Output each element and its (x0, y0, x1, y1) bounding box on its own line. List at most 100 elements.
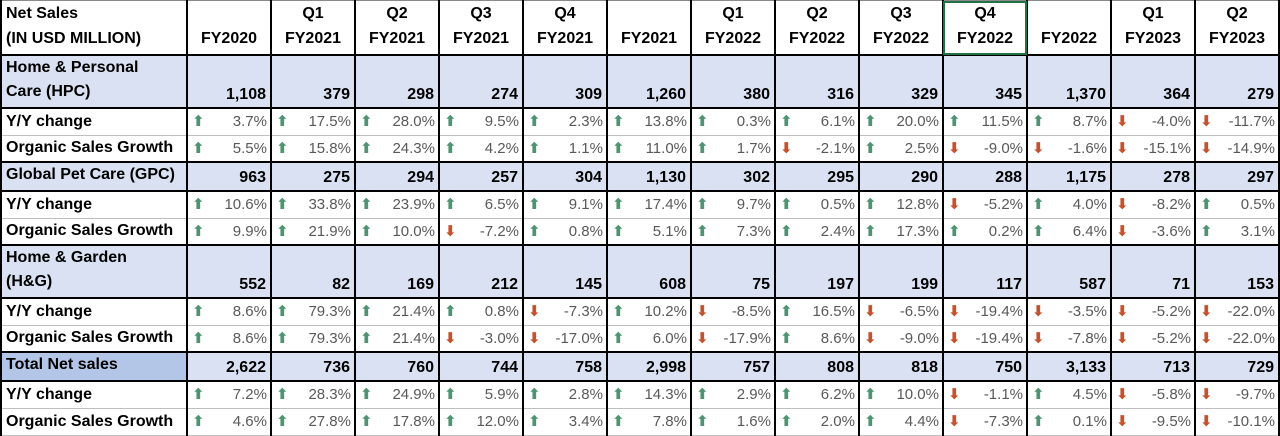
organic-pct-cell[interactable]: ⬆ 0.1% (1026, 408, 1112, 436)
net-sales-value-cell[interactable]: 71 (1110, 244, 1196, 299)
yoy-pct-cell[interactable]: ⬆ 12.8% (858, 191, 944, 219)
net-sales-value-cell[interactable]: 212 (438, 244, 524, 299)
yoy-row-label[interactable]: Y/Y change (0, 108, 188, 136)
net-sales-value-cell[interactable]: 298 (354, 54, 440, 109)
net-sales-value-cell[interactable]: 290 (858, 161, 944, 192)
organic-pct-cell[interactable]: ⬆ 7.8% (606, 408, 692, 436)
net-sales-value-cell[interactable]: 199 (858, 244, 944, 299)
column-header-q1-fy2022[interactable]: Q1 FY2022 (690, 0, 776, 56)
yoy-pct-cell[interactable]: ⬆ 17.4% (606, 191, 692, 219)
net-sales-value-cell[interactable]: 294 (354, 161, 440, 192)
organic-pct-cell[interactable]: ⬆ 17.3% (858, 218, 944, 246)
net-sales-value-cell[interactable]: 309 (522, 54, 608, 109)
yoy-pct-cell[interactable]: ⬇ -9.7% (1194, 381, 1280, 409)
organic-pct-cell[interactable]: ⬆ 5.5% (186, 135, 272, 163)
yoy-pct-cell[interactable]: ⬆ 33.8% (270, 191, 356, 219)
yoy-row-label[interactable]: Y/Y change (0, 298, 188, 326)
net-sales-value-cell[interactable]: 963 (186, 161, 272, 192)
organic-pct-cell[interactable]: ⬆ 8.6% (186, 325, 272, 353)
column-header-q1-fy2023[interactable]: Q1 FY2023 (1110, 0, 1196, 56)
yoy-row-label[interactable]: Y/Y change (0, 191, 188, 219)
net-sales-value-cell[interactable]: 316 (774, 54, 860, 109)
section-label-gpc[interactable]: Global Pet Care (GPC) (0, 161, 188, 192)
organic-row-label[interactable]: Organic Sales Growth (0, 218, 188, 246)
net-sales-value-cell[interactable]: 75 (690, 244, 776, 299)
section-label-total[interactable]: Total Net sales (0, 351, 188, 382)
yoy-pct-cell[interactable]: ⬆ 28.3% (270, 381, 356, 409)
yoy-pct-cell[interactable]: ⬆ 14.3% (606, 381, 692, 409)
yoy-pct-cell[interactable]: ⬆ 79.3% (270, 298, 356, 326)
organic-pct-cell[interactable]: ⬇ -14.9% (1194, 135, 1280, 163)
yoy-pct-cell[interactable]: ⬆ 3.7% (186, 108, 272, 136)
organic-pct-cell[interactable]: ⬆ 7.3% (690, 218, 776, 246)
net-sales-value-cell[interactable]: 1,108 (186, 54, 272, 109)
net-sales-value-cell[interactable]: 379 (270, 54, 356, 109)
net-sales-value-cell[interactable]: 82 (270, 244, 356, 299)
organic-pct-cell[interactable]: ⬇ -3.0% (438, 325, 524, 353)
net-sales-value-cell[interactable]: 760 (354, 351, 440, 382)
organic-pct-cell[interactable]: ⬆ 4.2% (438, 135, 524, 163)
organic-pct-cell[interactable]: ⬆ 9.9% (186, 218, 272, 246)
net-sales-value-cell[interactable]: 275 (270, 161, 356, 192)
organic-pct-cell[interactable]: ⬆ 2.4% (774, 218, 860, 246)
yoy-pct-cell[interactable]: ⬆ 28.0% (354, 108, 440, 136)
net-sales-value-cell[interactable]: 713 (1110, 351, 1196, 382)
net-sales-value-cell[interactable]: 744 (438, 351, 524, 382)
net-sales-value-cell[interactable]: 736 (270, 351, 356, 382)
organic-pct-cell[interactable]: ⬇ -3.6% (1110, 218, 1196, 246)
yoy-pct-cell[interactable]: ⬇ -5.2% (1110, 298, 1196, 326)
yoy-pct-cell[interactable]: ⬆ 0.8% (438, 298, 524, 326)
organic-pct-cell[interactable]: ⬇ -9.0% (858, 325, 944, 353)
net-sales-value-cell[interactable]: 364 (1110, 54, 1196, 109)
column-header-q1-fy2021[interactable]: Q1 FY2021 (270, 0, 356, 56)
net-sales-value-cell[interactable]: 302 (690, 161, 776, 192)
organic-pct-cell[interactable]: ⬇ -7.2% (438, 218, 524, 246)
net-sales-value-cell[interactable]: 818 (858, 351, 944, 382)
yoy-pct-cell[interactable]: ⬆ 2.8% (522, 381, 608, 409)
net-sales-value-cell[interactable]: 757 (690, 351, 776, 382)
organic-pct-cell[interactable]: ⬇ -22.0% (1194, 325, 1280, 353)
net-sales-value-cell[interactable]: 1,370 (1026, 54, 1112, 109)
organic-pct-cell[interactable]: ⬇ -17.0% (522, 325, 608, 353)
net-sales-value-cell[interactable]: 279 (1194, 54, 1280, 109)
yoy-pct-cell[interactable]: ⬆ 7.2% (186, 381, 272, 409)
column-header-q3-fy2022[interactable]: Q3 FY2022 (858, 0, 944, 56)
organic-pct-cell[interactable]: ⬆ 21.9% (270, 218, 356, 246)
yoy-pct-cell[interactable]: ⬇ -7.3% (522, 298, 608, 326)
column-header-q4-fy2022[interactable]: Q4 FY2022 (942, 0, 1028, 56)
organic-pct-cell[interactable]: ⬆ 1.1% (522, 135, 608, 163)
yoy-pct-cell[interactable]: ⬆ 5.9% (438, 381, 524, 409)
organic-pct-cell[interactable]: ⬇ -7.3% (942, 408, 1028, 436)
yoy-pct-cell[interactable]: ⬆ 21.4% (354, 298, 440, 326)
organic-pct-cell[interactable]: ⬆ 15.8% (270, 135, 356, 163)
organic-pct-cell[interactable]: ⬆ 6.4% (1026, 218, 1112, 246)
yoy-pct-cell[interactable]: ⬆ 6.1% (774, 108, 860, 136)
yoy-pct-cell[interactable]: ⬇ -8.2% (1110, 191, 1196, 219)
yoy-pct-cell[interactable]: ⬆ 9.7% (690, 191, 776, 219)
organic-pct-cell[interactable]: ⬇ -5.2% (1110, 325, 1196, 353)
column-header-q4-fy2021[interactable]: Q4 FY2021 (522, 0, 608, 56)
organic-pct-cell[interactable]: ⬇ -2.1% (774, 135, 860, 163)
yoy-pct-cell[interactable]: ⬆ 8.6% (186, 298, 272, 326)
organic-pct-cell[interactable]: ⬆ 17.8% (354, 408, 440, 436)
organic-pct-cell[interactable]: ⬇ -10.1% (1194, 408, 1280, 436)
yoy-pct-cell[interactable]: ⬆ 0.5% (1194, 191, 1280, 219)
net-sales-value-cell[interactable]: 2,998 (606, 351, 692, 382)
yoy-pct-cell[interactable]: ⬆ 10.6% (186, 191, 272, 219)
yoy-pct-cell[interactable]: ⬆ 23.9% (354, 191, 440, 219)
organic-row-label[interactable]: Organic Sales Growth (0, 325, 188, 353)
yoy-pct-cell[interactable]: ⬆ 16.5% (774, 298, 860, 326)
organic-pct-cell[interactable]: ⬆ 10.0% (354, 218, 440, 246)
yoy-pct-cell[interactable]: ⬇ -4.0% (1110, 108, 1196, 136)
yoy-pct-cell[interactable]: ⬇ -3.5% (1026, 298, 1112, 326)
net-sales-value-cell[interactable]: 2,622 (186, 351, 272, 382)
organic-pct-cell[interactable]: ⬆ 3.4% (522, 408, 608, 436)
net-sales-value-cell[interactable]: 295 (774, 161, 860, 192)
yoy-pct-cell[interactable]: ⬆ 6.5% (438, 191, 524, 219)
net-sales-value-cell[interactable]: 345 (942, 54, 1028, 109)
net-sales-value-cell[interactable]: 552 (186, 244, 272, 299)
net-sales-value-cell[interactable]: 1,130 (606, 161, 692, 192)
section-label-hg[interactable]: Home & Garden (H&G) (0, 244, 188, 299)
section-label-hpc[interactable]: Home & Personal Care (HPC) (0, 54, 188, 109)
net-sales-value-cell[interactable]: 274 (438, 54, 524, 109)
